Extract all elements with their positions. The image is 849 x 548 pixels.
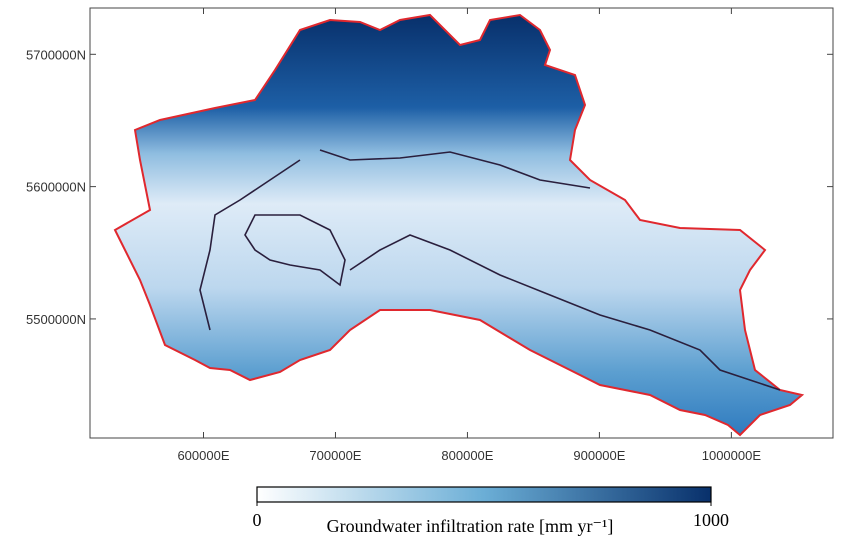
study-region: [113, 13, 805, 437]
x-tick-label: 800000E: [441, 448, 493, 463]
x-tick-label: 600000E: [177, 448, 229, 463]
x-tick-label: 1000000E: [702, 448, 762, 463]
x-tick-label: 900000E: [573, 448, 625, 463]
y-tick-label: 5600000N: [26, 180, 86, 195]
colorbar: [256, 486, 712, 503]
y-tick-label: 5500000N: [26, 312, 86, 327]
colorbar-label: Groundwater infiltration rate [mm yr⁻¹]: [327, 516, 614, 536]
colorbar-tick-label: 0: [253, 510, 262, 530]
map-frame: [89, 7, 834, 439]
basin-boundary: [199, 149, 781, 391]
colorbar-tick-label: 1000: [693, 510, 729, 530]
x-tick-label: 700000E: [309, 448, 361, 463]
y-tick-label: 5700000N: [26, 47, 86, 62]
